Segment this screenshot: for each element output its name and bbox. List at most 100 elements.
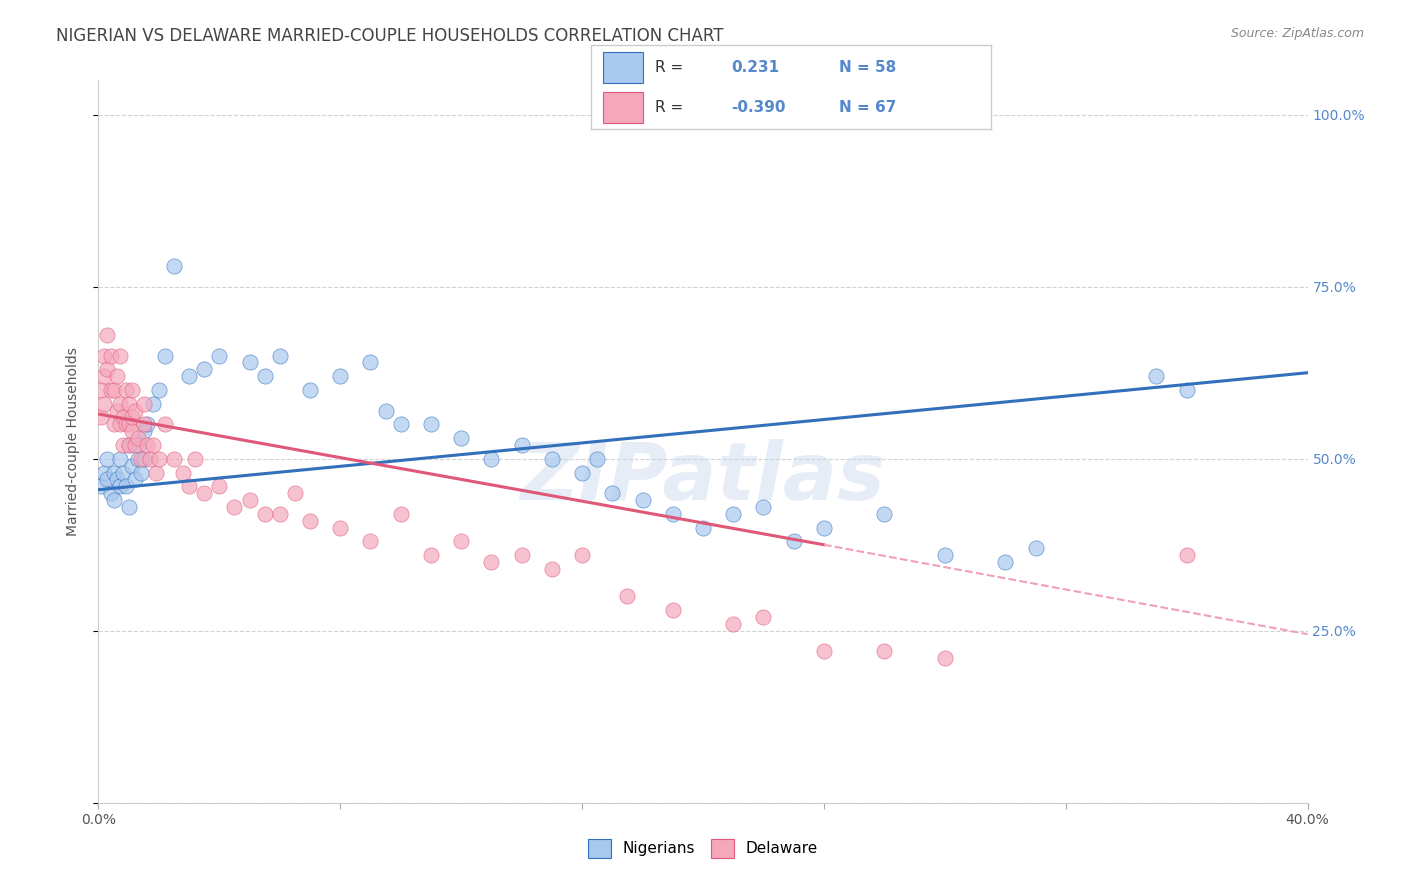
Text: R =: R =	[655, 60, 683, 75]
Point	[360, 355, 382, 369]
Point	[127, 431, 149, 445]
Point	[103, 383, 125, 397]
FancyBboxPatch shape	[603, 53, 643, 83]
Point	[105, 369, 128, 384]
Point	[139, 451, 162, 466]
Point	[179, 479, 201, 493]
Point	[284, 486, 307, 500]
Point	[253, 369, 276, 384]
Point	[148, 383, 170, 397]
Point	[179, 369, 201, 384]
Point	[1024, 541, 1046, 556]
Point	[208, 479, 231, 493]
Point	[602, 486, 624, 500]
Point	[135, 417, 157, 432]
Point	[994, 555, 1017, 569]
Point	[299, 383, 322, 397]
Point	[111, 410, 134, 425]
Point	[153, 349, 176, 363]
Point	[93, 466, 115, 480]
Point	[103, 493, 125, 508]
Point	[723, 616, 745, 631]
Point	[420, 417, 443, 432]
Point	[121, 410, 143, 425]
Point	[389, 507, 412, 521]
Text: -0.390: -0.390	[731, 100, 786, 115]
Point	[111, 466, 134, 480]
Point	[108, 479, 131, 493]
Point	[934, 651, 956, 665]
Point	[121, 383, 143, 397]
Point	[224, 500, 246, 514]
Point	[127, 451, 149, 466]
Point	[129, 451, 152, 466]
Point	[692, 520, 714, 534]
Point	[111, 438, 134, 452]
Point	[135, 438, 157, 452]
Y-axis label: Married-couple Households: Married-couple Households	[66, 347, 80, 536]
Point	[374, 403, 396, 417]
Text: N = 58: N = 58	[839, 60, 896, 75]
Point	[108, 417, 131, 432]
Point	[121, 424, 143, 438]
Point	[96, 472, 118, 486]
Point	[934, 548, 956, 562]
Point	[100, 349, 122, 363]
Legend: Nigerians, Delaware: Nigerians, Delaware	[582, 833, 824, 863]
Point	[389, 417, 412, 432]
Point	[148, 451, 170, 466]
Text: R =: R =	[655, 100, 683, 115]
Point	[420, 548, 443, 562]
Point	[132, 397, 155, 411]
Point	[269, 349, 291, 363]
Point	[114, 417, 136, 432]
Point	[752, 500, 775, 514]
Point	[142, 438, 165, 452]
Text: 0.231: 0.231	[731, 60, 779, 75]
Point	[132, 417, 155, 432]
Point	[127, 438, 149, 452]
Point	[121, 458, 143, 473]
Point	[752, 610, 775, 624]
Point	[100, 486, 122, 500]
Point	[153, 417, 176, 432]
Point	[96, 327, 118, 342]
Point	[586, 451, 609, 466]
Point	[329, 520, 352, 534]
Point	[661, 507, 683, 521]
Point	[103, 417, 125, 432]
Point	[124, 438, 146, 452]
Point	[132, 451, 155, 466]
Point	[616, 590, 638, 604]
Point	[1175, 383, 1198, 397]
Text: N = 67: N = 67	[839, 100, 897, 115]
Point	[1175, 548, 1198, 562]
Point	[299, 514, 322, 528]
Point	[481, 555, 503, 569]
Point	[813, 644, 835, 658]
Point	[360, 534, 382, 549]
Point	[571, 548, 593, 562]
Point	[108, 397, 131, 411]
Point	[1144, 369, 1167, 384]
Point	[118, 397, 141, 411]
Point	[118, 500, 141, 514]
FancyBboxPatch shape	[603, 92, 643, 122]
Point	[873, 507, 896, 521]
Point	[329, 369, 352, 384]
Point	[813, 520, 835, 534]
Point	[118, 438, 141, 452]
Point	[90, 410, 112, 425]
Point	[269, 507, 291, 521]
Point	[172, 466, 194, 480]
Point	[124, 403, 146, 417]
Point	[145, 466, 167, 480]
Point	[114, 479, 136, 493]
Text: Source: ZipAtlas.com: Source: ZipAtlas.com	[1230, 27, 1364, 40]
Point	[510, 548, 533, 562]
Point	[873, 644, 896, 658]
Point	[239, 493, 262, 508]
Point	[96, 451, 118, 466]
Point	[783, 534, 806, 549]
Text: NIGERIAN VS DELAWARE MARRIED-COUPLE HOUSEHOLDS CORRELATION CHART: NIGERIAN VS DELAWARE MARRIED-COUPLE HOUS…	[56, 27, 724, 45]
